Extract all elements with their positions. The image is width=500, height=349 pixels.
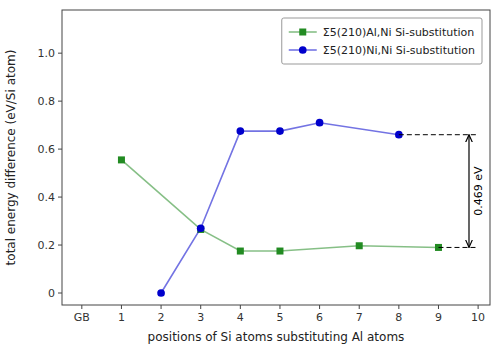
- x-tick-label: 1: [118, 311, 125, 324]
- x-tick-label: 10: [471, 311, 485, 324]
- x-tick-label: 7: [356, 311, 363, 324]
- chart: GB 1 2 3 4 5 6 7 8 9 10 0 0.2 0.4 0.6 0.8 1.0 positions o…: [0, 0, 500, 349]
- x-tick: [200, 305, 201, 309]
- y-tick-label: 1.0: [38, 47, 56, 60]
- legend-box: [282, 18, 482, 64]
- x-tick: [279, 305, 280, 309]
- annotation-arrow: [468, 135, 469, 248]
- x-tick-label: 6: [316, 311, 323, 324]
- y-tick: [58, 101, 62, 102]
- series-line: [121, 160, 438, 251]
- data-point: [276, 248, 283, 255]
- y-tick: [58, 149, 62, 150]
- x-tick-label: 3: [197, 311, 204, 324]
- x-tick: [81, 305, 82, 309]
- x-tick: [478, 305, 479, 309]
- x-axis-label: positions of Si atoms substituting Al at…: [148, 330, 405, 344]
- data-point: [276, 127, 284, 135]
- legend-marker: [299, 46, 307, 54]
- x-tick: [359, 305, 360, 309]
- y-tick: [58, 53, 62, 54]
- data-point: [316, 119, 324, 127]
- x-tick-label: GB: [74, 311, 90, 324]
- x-tick: [161, 305, 162, 309]
- data-point: [237, 248, 244, 255]
- x-tick: [438, 305, 439, 309]
- legend: Σ5(210)Al,Ni Si-substitution Σ5(210)Ni,Ni…: [282, 18, 482, 64]
- data-point: [236, 127, 244, 135]
- x-tick-label: 2: [158, 311, 165, 324]
- legend-label: Σ5(210)Ni,Ni Si-substitution: [323, 44, 475, 57]
- y-tick-label: 0.4: [38, 191, 56, 204]
- x-tick: [121, 305, 122, 309]
- data-point: [356, 242, 363, 249]
- x-tick-label: 4: [237, 311, 244, 324]
- x-tick: [240, 305, 241, 309]
- data-point: [197, 224, 205, 232]
- axes: GB 1 2 3 4 5 6 7 8 9 10 0 0.2 0.4 0.6 0.8 1.0: [38, 10, 491, 324]
- y-tick: [58, 293, 62, 294]
- reference-line: [438, 247, 476, 248]
- series-line: [161, 123, 399, 293]
- legend-label: Σ5(210)Al,Ni Si-substitution: [323, 26, 475, 39]
- x-tick-label: 5: [276, 311, 283, 324]
- annotation-label: 0.469 eV: [472, 166, 485, 216]
- legend-marker: [299, 29, 306, 36]
- data-point: [118, 156, 125, 163]
- plot-frame: [62, 10, 490, 305]
- x-tick-label: 9: [435, 311, 442, 324]
- data-point: [157, 289, 165, 297]
- y-tick-label: 0.6: [38, 143, 56, 156]
- y-tick-label: 0.8: [38, 95, 56, 108]
- x-tick: [398, 305, 399, 309]
- plot-area: [118, 119, 476, 297]
- y-tick: [58, 245, 62, 246]
- y-tick: [58, 197, 62, 198]
- y-axis-label: total energy difference (eV/Si atom): [4, 50, 18, 266]
- x-tick-label: 8: [395, 311, 402, 324]
- reference-line: [399, 134, 476, 135]
- y-tick-label: 0.2: [38, 239, 56, 252]
- y-tick-label: 0: [48, 287, 55, 300]
- x-tick: [319, 305, 320, 309]
